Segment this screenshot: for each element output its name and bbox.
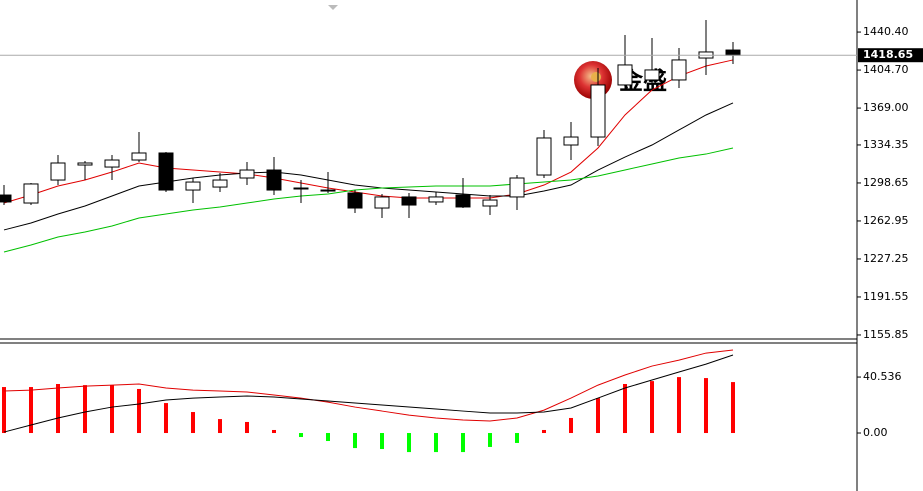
histogram-bar — [569, 417, 573, 434]
y-tick-label: 1227.25 — [863, 252, 909, 265]
histogram-bar — [245, 421, 249, 434]
y-tick-label: 1191.55 — [863, 290, 909, 303]
histogram-bar — [677, 377, 681, 434]
y-tick-label: 1334.35 — [863, 138, 909, 151]
candle-body — [50, 162, 66, 181]
last-price-box — [858, 48, 923, 63]
candle-body — [266, 169, 282, 191]
candle-body — [536, 137, 552, 176]
histogram-bar — [272, 429, 276, 434]
histogram-bar — [164, 403, 168, 434]
logo-dot — [591, 72, 601, 82]
histogram-bar — [380, 433, 384, 450]
histogram-bar — [191, 412, 195, 434]
scroll-marker — [328, 5, 338, 10]
candle-body — [563, 136, 579, 146]
candle-body — [401, 196, 417, 206]
histogram-bar — [731, 382, 735, 434]
candle-body — [482, 199, 498, 207]
y-tick-label: 1155.85 — [863, 328, 909, 341]
candle-body — [320, 189, 336, 192]
histogram-bar — [461, 433, 465, 453]
candle-body — [428, 196, 444, 203]
candle-body — [725, 49, 741, 56]
candle-body — [455, 194, 471, 208]
candle-body — [0, 194, 12, 203]
histogram-bar — [29, 387, 33, 434]
candle-body — [212, 179, 228, 188]
histogram-bar — [596, 398, 600, 434]
y-tick-label: 1404.70 — [863, 63, 909, 76]
candle-body — [644, 69, 660, 81]
histogram-bar — [650, 381, 654, 434]
histogram-bar — [407, 433, 411, 453]
candle-body — [185, 181, 201, 191]
candle-body — [104, 159, 120, 168]
histogram-bar — [218, 419, 222, 434]
candle-body — [239, 169, 255, 179]
indicator-line — [3, 354, 734, 433]
histogram-bar — [542, 429, 546, 434]
last-price-label: 1418.65 — [863, 48, 913, 61]
y-tick-label: 1440.40 — [863, 25, 909, 38]
candle-body — [374, 196, 390, 209]
indicator-line — [3, 349, 734, 422]
candle-body — [617, 64, 633, 86]
histogram-bar — [137, 388, 141, 434]
histogram-bar — [56, 384, 60, 434]
candle-body — [158, 152, 174, 191]
y-tick-label: 1298.65 — [863, 176, 909, 189]
candle-body — [590, 84, 606, 138]
histogram-bar — [2, 387, 6, 434]
y-tick-label: 1369.00 — [863, 101, 909, 114]
histogram-bar — [110, 385, 114, 434]
histogram-bar — [83, 385, 87, 434]
y-tick-label: 1262.95 — [863, 214, 909, 227]
candle-body — [23, 183, 39, 204]
indicator-line — [3, 147, 734, 253]
histogram-bar — [515, 433, 519, 443]
histogram-bar — [488, 433, 492, 447]
histogram-bar — [353, 433, 357, 449]
candle-body — [293, 187, 309, 190]
candle-body — [671, 59, 687, 81]
histogram-bar — [299, 433, 303, 438]
histogram-bar — [326, 433, 330, 442]
histogram-bar — [434, 433, 438, 453]
indicator-line — [3, 102, 734, 231]
candle-body — [509, 177, 525, 198]
y-tick-label: 40.536 — [863, 370, 902, 383]
histogram-bar — [704, 378, 708, 434]
y-tick-label: 0.00 — [863, 426, 888, 439]
indicator-line — [3, 59, 734, 204]
candle-body — [77, 162, 93, 166]
candle-body — [347, 192, 363, 209]
candle-body — [131, 152, 147, 161]
histogram-bar — [623, 384, 627, 434]
